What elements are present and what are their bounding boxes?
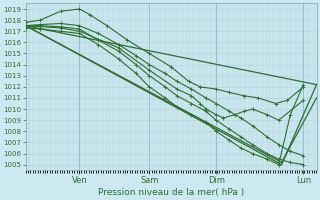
X-axis label: Pression niveau de la mer( hPa ): Pression niveau de la mer( hPa ) <box>98 188 244 197</box>
